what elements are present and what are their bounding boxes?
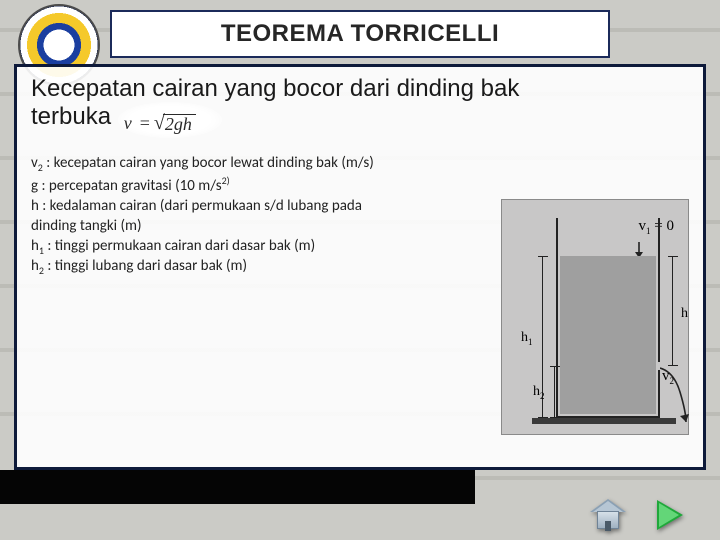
- definition-line: dinding tangki (m): [31, 217, 501, 237]
- home-icon: [590, 499, 626, 531]
- definition-line: h : kedalaman cairan (dari permukaan s/d…: [31, 197, 501, 217]
- h1-label: h1: [521, 330, 533, 347]
- ground-bar: [532, 418, 676, 424]
- formula-lhs: v: [124, 113, 132, 134]
- v2-label: v2: [662, 368, 674, 386]
- definition-line: v2 : kecepatan cairan yang bocor lewat d…: [31, 154, 501, 174]
- formula: v = √ 2gh: [124, 108, 196, 136]
- h2-label: h2: [533, 384, 545, 401]
- slide: TEOREMA TORRICELLI Kecepatan cairan yang…: [0, 0, 720, 540]
- next-button[interactable]: [648, 496, 692, 534]
- formula-radicand: 2gh: [163, 114, 196, 133]
- water-fill: [560, 256, 656, 414]
- definition-line: g : percepatan gravitasi (10 m/s2): [31, 174, 501, 197]
- title-box: TEOREMA TORRICELLI: [110, 10, 610, 58]
- definition-line: h2 : tinggi lubang dari dasar bak (m): [31, 257, 501, 277]
- sqrt-icon: √ 2gh: [154, 113, 196, 133]
- definition-line: h1 : tinggi permukaan cairan dari dasar …: [31, 237, 501, 257]
- play-icon: [657, 500, 683, 530]
- nav-controls: [586, 496, 692, 534]
- intro-line-1: Kecepatan cairan yang bocor dari dinding…: [31, 75, 519, 102]
- bottom-black-bar: [0, 470, 475, 504]
- formula-eq: =: [140, 113, 150, 134]
- slide-title: TEOREMA TORRICELLI: [221, 20, 499, 48]
- dim-h: h: [672, 256, 673, 366]
- h-label: h: [681, 306, 688, 322]
- dim-h2: h2: [554, 366, 555, 418]
- home-button[interactable]: [586, 496, 630, 534]
- definitions-list: v2 : kecepatan cairan yang bocor lewat d…: [31, 154, 501, 277]
- intro-line-2: terbuka: [31, 103, 111, 130]
- content-box: Kecepatan cairan yang bocor dari dinding…: [14, 64, 706, 470]
- tank-outline: [556, 218, 660, 418]
- intro-text: Kecepatan cairan yang bocor dari dinding…: [31, 75, 689, 132]
- tank-diagram: v1 = 0 h: [501, 199, 689, 435]
